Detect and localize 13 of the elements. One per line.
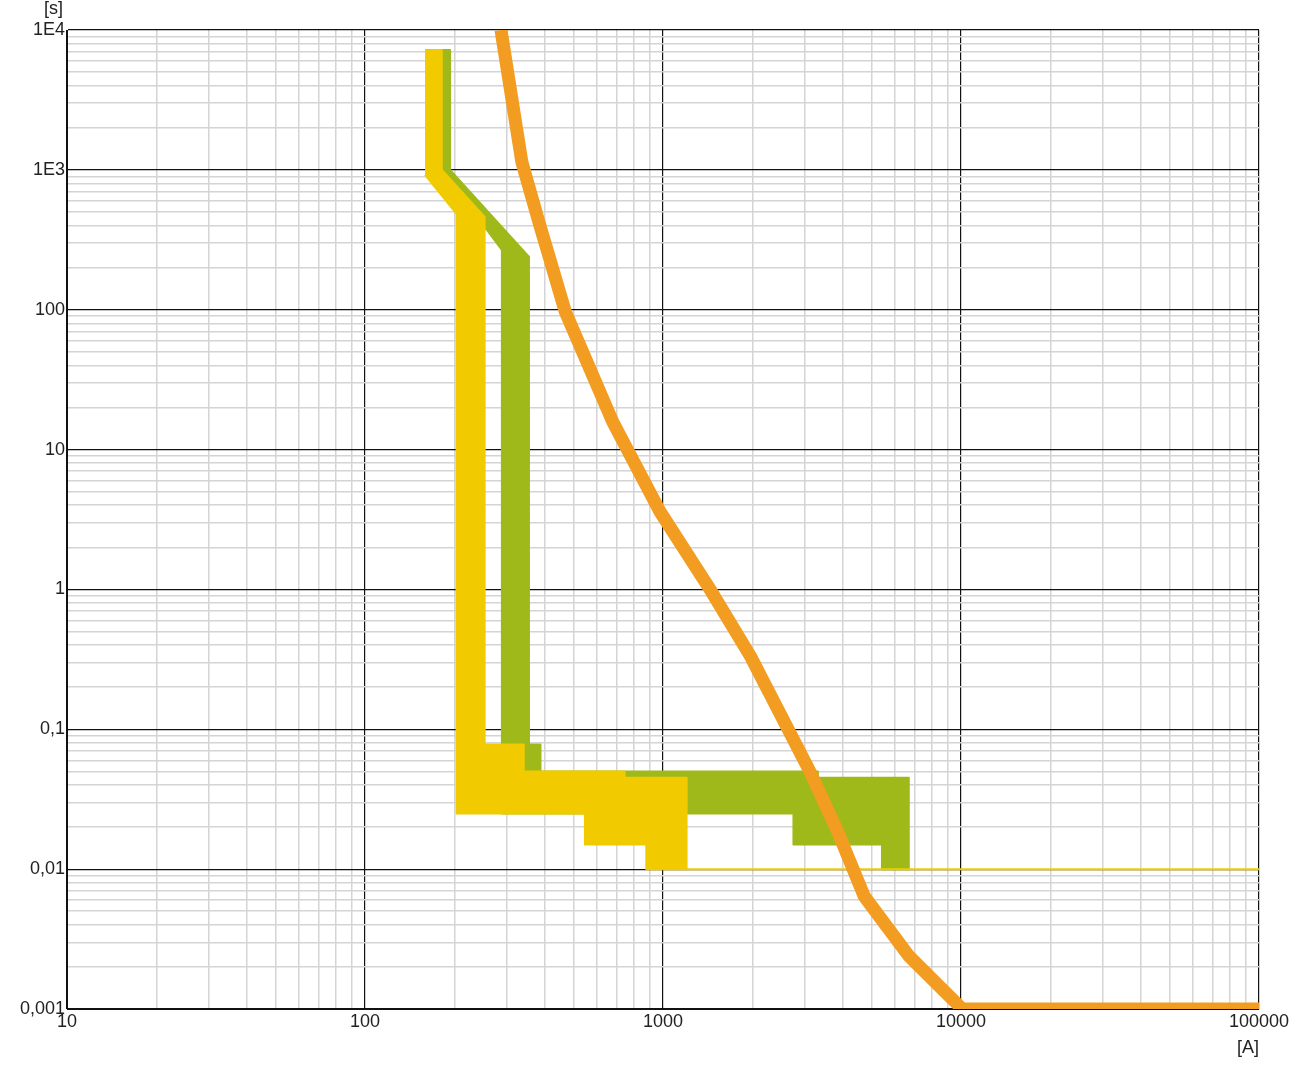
y-axis-title: [s] [43, 0, 63, 18]
x-tick-label: 100 [349, 1010, 381, 1031]
x-tick-label: 100000 [1228, 1010, 1290, 1031]
x-tick-label: 1000 [642, 1010, 684, 1031]
y-tick-label: 1 [54, 578, 65, 599]
x-axis-title: [A] [1236, 1036, 1259, 1057]
y-tick-label: 100 [34, 298, 65, 319]
y-tick-label: 0,01 [29, 858, 65, 879]
y-tick-label: 10 [44, 438, 65, 459]
y-tick-label: 0,1 [39, 718, 65, 739]
x-tick-label: 10000 [935, 1010, 987, 1031]
y-tick-label: 1E3 [32, 158, 65, 179]
y-tick-label: 1E4 [32, 18, 65, 39]
